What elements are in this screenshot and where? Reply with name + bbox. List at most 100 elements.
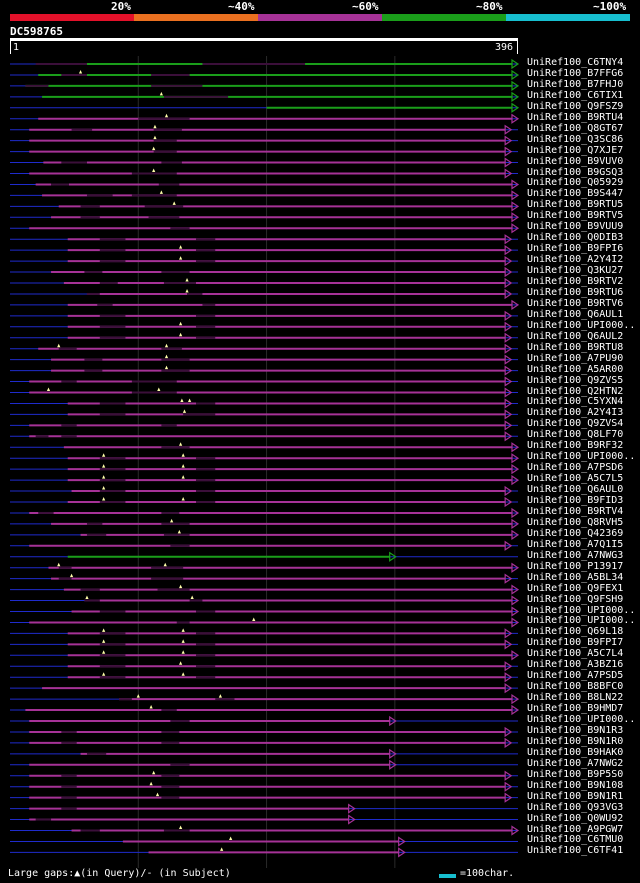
query-start-tick	[10, 41, 11, 54]
hit-label[interactable]: UniRef100_B9RTU8	[527, 341, 624, 353]
hit-label[interactable]: UniRef100_Q9FSH9	[527, 593, 624, 605]
hit-label[interactable]: UniRef100_B9RF32	[527, 440, 624, 452]
hit-label[interactable]: UniRef100_Q93VG3	[527, 801, 624, 813]
hit-label[interactable]: UniRef100_B9RTU5	[527, 199, 624, 211]
hit-label[interactable]: UniRef100_B9HAK0	[527, 746, 624, 758]
hit-label[interactable]: UniRef100_C6TF41	[527, 845, 624, 857]
hit-label[interactable]: UniRef100_Q7XJE7	[527, 144, 624, 156]
hit-label[interactable]: UniRef100_B8LN22	[527, 692, 624, 704]
hit-label[interactable]: UniRef100_B9N1R1	[527, 790, 624, 802]
hit-label[interactable]: UniRef100_A7Q1I5	[527, 538, 624, 550]
hit-arrowhead	[504, 781, 513, 792]
hit-label[interactable]: UniRef100_A7NWG3	[527, 549, 624, 561]
hit-label[interactable]: UniRef100_A5C7L4	[527, 648, 624, 660]
query-gap-marker	[102, 453, 106, 457]
hit-label[interactable]: UniRef100_Q8GT67	[527, 122, 624, 134]
hit-label[interactable]: UniRef100_UPI000..	[527, 319, 636, 331]
hit-label[interactable]: UniRef100_B9VUV0	[527, 155, 624, 167]
hit-arrowhead	[504, 420, 513, 431]
hit-arrowhead	[511, 69, 520, 81]
hit-arrowhead	[504, 672, 513, 683]
scale-label: =100char.	[460, 868, 515, 879]
hit-label[interactable]: UniRef100_B9RTU4	[527, 111, 624, 123]
hit-label[interactable]: UniRef100_A2Y4I3	[527, 407, 624, 419]
hit-label[interactable]: UniRef100_B9RTV2	[527, 276, 624, 287]
hit-label[interactable]: UniRef100_B9GSQ3	[527, 166, 624, 178]
hit-label[interactable]: UniRef100_A5C7L5	[527, 473, 624, 485]
hit-label[interactable]: UniRef100_B9S447	[527, 188, 624, 200]
hit-label[interactable]: UniRef100_UPI000..	[527, 604, 636, 616]
legend-segment	[134, 14, 258, 21]
hit-label[interactable]: UniRef100_A3BZ16	[527, 659, 624, 671]
hit-label[interactable]: UniRef100_Q69L18	[527, 626, 624, 638]
hit-label[interactable]: UniRef100_Q05929	[527, 177, 624, 189]
query-gap-marker	[152, 770, 156, 775]
hit-label[interactable]: UniRef100_B9N1R3	[527, 724, 624, 736]
hit-label[interactable]: UniRef100_Q6AUL2	[527, 330, 624, 342]
hit-arrowhead	[511, 529, 520, 540]
hit-label[interactable]: UniRef100_Q6AUL0	[527, 484, 624, 496]
hit-label[interactable]: UniRef100_Q6AUL1	[527, 308, 624, 320]
query-gap-marker	[179, 332, 183, 337]
hit-label[interactable]: UniRef100_Q9ZVS4	[527, 418, 624, 430]
hit-label[interactable]: UniRef100_B9RTV5	[527, 210, 624, 222]
query-gap-marker	[181, 639, 185, 643]
hit-label[interactable]: UniRef100_P13917	[527, 560, 624, 572]
hit-label[interactable]: UniRef100_B9P5S0	[527, 768, 624, 780]
hit-label[interactable]: UniRef100_B9RTV4	[527, 505, 624, 517]
hit-label[interactable]: UniRef100_C6TIX1	[527, 89, 624, 101]
hit-label[interactable]: UniRef100_Q0DIB3	[527, 232, 624, 244]
hit-arrowhead	[511, 704, 520, 716]
hit-label[interactable]: UniRef100_B7FHJ0	[527, 78, 624, 90]
hit-label[interactable]: UniRef100_Q42369	[527, 527, 624, 539]
hit-label[interactable]: UniRef100_Q9FEX1	[527, 582, 624, 594]
hit-label[interactable]: UniRef100_Q8RVH5	[527, 516, 624, 528]
hit-label[interactable]: UniRef100_Q8LF70	[527, 429, 624, 441]
hit-arrowhead	[511, 584, 520, 595]
hit-label[interactable]: UniRef100_B9FID3	[527, 495, 624, 506]
hit-arrowhead	[504, 628, 513, 639]
hit-label[interactable]: UniRef100_B7FFG6	[527, 67, 624, 79]
hit-arrowhead	[511, 595, 520, 606]
hit-label[interactable]: UniRef100_Q3SC86	[527, 133, 624, 145]
hit-label[interactable]: UniRef100_A5AR00	[527, 363, 624, 375]
hit-arrowhead	[389, 748, 397, 759]
hit-label[interactable]: UniRef100_A2Y4I2	[527, 254, 624, 266]
query-gap-marker	[164, 354, 169, 359]
hit-label[interactable]: UniRef100_A7PSD5	[527, 670, 624, 682]
hit-label[interactable]: UniRef100_A7PU90	[527, 352, 624, 364]
hit-label[interactable]: UniRef100_B9RTV6	[527, 297, 624, 309]
hit-label[interactable]: UniRef100_C5YXN4	[527, 396, 624, 408]
hit-label[interactable]: UniRef100_Q2HTN2	[527, 385, 624, 397]
hit-label[interactable]: UniRef100_B9HMD7	[527, 703, 624, 715]
query-gap-marker	[229, 836, 233, 840]
hit-label[interactable]: UniRef100_Q3KU27	[527, 265, 624, 277]
hit-label[interactable]: UniRef100_B9N1R0	[527, 735, 624, 747]
hit-label[interactable]: UniRef100_Q0WU92	[527, 812, 624, 824]
hit-label[interactable]: UniRef100_A5BL34	[527, 571, 624, 583]
hit-arrowhead	[504, 245, 513, 256]
query-bar	[10, 38, 518, 41]
hit-label[interactable]: UniRef100_B9RTU6	[527, 286, 624, 298]
hit-label[interactable]: UniRef100_B9VUU9	[527, 221, 624, 233]
hit-label[interactable]: UniRef100_B9FPI7	[527, 637, 624, 649]
hit-arrowhead	[511, 442, 520, 453]
hit-label[interactable]: UniRef100_B9FPI6	[527, 243, 624, 255]
query-gap-marker	[136, 694, 140, 698]
hit-label[interactable]: UniRef100_B8BFC0	[527, 681, 624, 693]
query-gap-marker	[153, 135, 157, 140]
hit-label[interactable]: UniRef100_A7NWG2	[527, 757, 624, 769]
query-gap-marker	[179, 442, 183, 446]
hit-label[interactable]: UniRef100_A7PSD6	[527, 462, 624, 474]
hit-label[interactable]: UniRef100_UPI000..	[527, 615, 636, 627]
hit-label[interactable]: UniRef100_A9PGW7	[527, 823, 624, 835]
hit-label[interactable]: UniRef100_UPI000..	[527, 714, 636, 725]
legend-segment	[258, 14, 382, 21]
hit-label[interactable]: UniRef100_C6TMU0	[527, 834, 624, 846]
hit-label[interactable]: UniRef100_B9N108	[527, 779, 624, 791]
hit-label[interactable]: UniRef100_UPI000..	[527, 451, 636, 463]
hit-label[interactable]: UniRef100_Q9FSZ9	[527, 100, 624, 112]
hit-label[interactable]: UniRef100_Q9ZVS5	[527, 374, 624, 386]
hit-label[interactable]: UniRef100_C6TNY4	[527, 57, 624, 68]
hit-arrowhead	[511, 464, 520, 475]
